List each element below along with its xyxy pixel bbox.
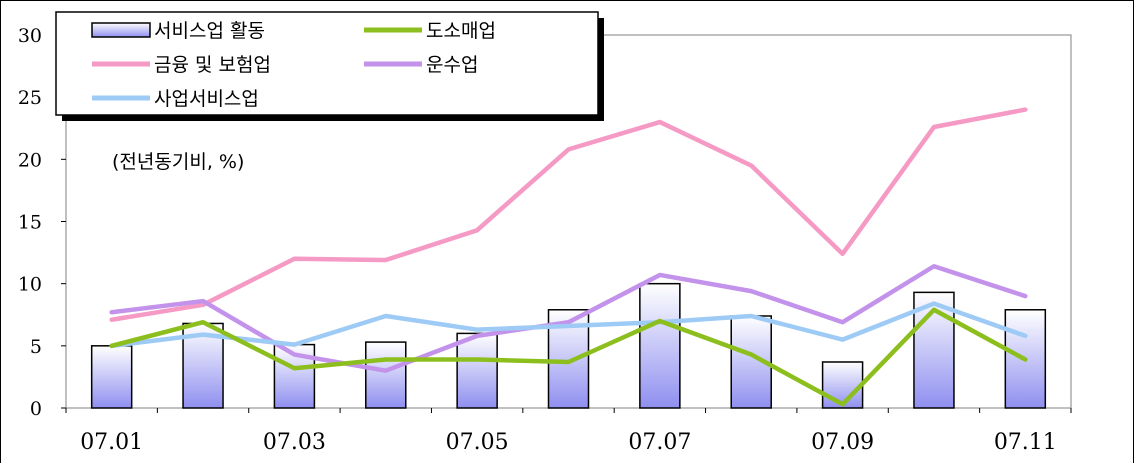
x-tick-label: 07.11 xyxy=(994,430,1057,455)
y-tick-label: 5 xyxy=(30,336,42,358)
x-axis: 07.01 07.03 07.05 07.07 07.09 07.11 xyxy=(65,408,1072,455)
bar xyxy=(90,345,133,409)
series-line xyxy=(109,301,1028,349)
legend-swatch-bar xyxy=(91,22,151,38)
series-line xyxy=(109,264,1028,373)
legend-label: 운수업 xyxy=(426,54,478,76)
legend-label: 도소매업 xyxy=(426,20,496,42)
bar-series xyxy=(90,282,1047,409)
bar xyxy=(456,332,498,409)
y-axis: 0 5 10 15 20 25 30 xyxy=(18,25,66,420)
x-tick-label: 07.01 xyxy=(80,430,143,455)
series-line xyxy=(109,307,1028,407)
y-tick-label: 10 xyxy=(18,274,42,296)
legend-label: 금융 및 보험업 xyxy=(154,54,271,76)
series-line xyxy=(109,107,1028,322)
legend-label: 사업서비스업 xyxy=(154,88,259,110)
y-tick-label: 15 xyxy=(18,212,42,234)
unit-note: (전년동기비, %) xyxy=(112,151,244,173)
bar xyxy=(821,361,864,409)
x-tick-label: 07.07 xyxy=(628,430,691,455)
x-tick-label: 07.03 xyxy=(263,430,326,455)
bar xyxy=(365,341,407,409)
x-tick-label: 07.09 xyxy=(811,430,874,455)
y-tick-label: 20 xyxy=(18,149,42,171)
bar xyxy=(639,282,681,409)
line-series xyxy=(109,107,1028,407)
y-tick-label: 0 xyxy=(30,398,42,420)
y-tick-label: 30 xyxy=(18,25,42,47)
legend-label: 서비스업 활동 xyxy=(154,20,265,42)
y-tick-label: 25 xyxy=(18,87,42,109)
x-tick-label: 07.05 xyxy=(446,430,509,455)
